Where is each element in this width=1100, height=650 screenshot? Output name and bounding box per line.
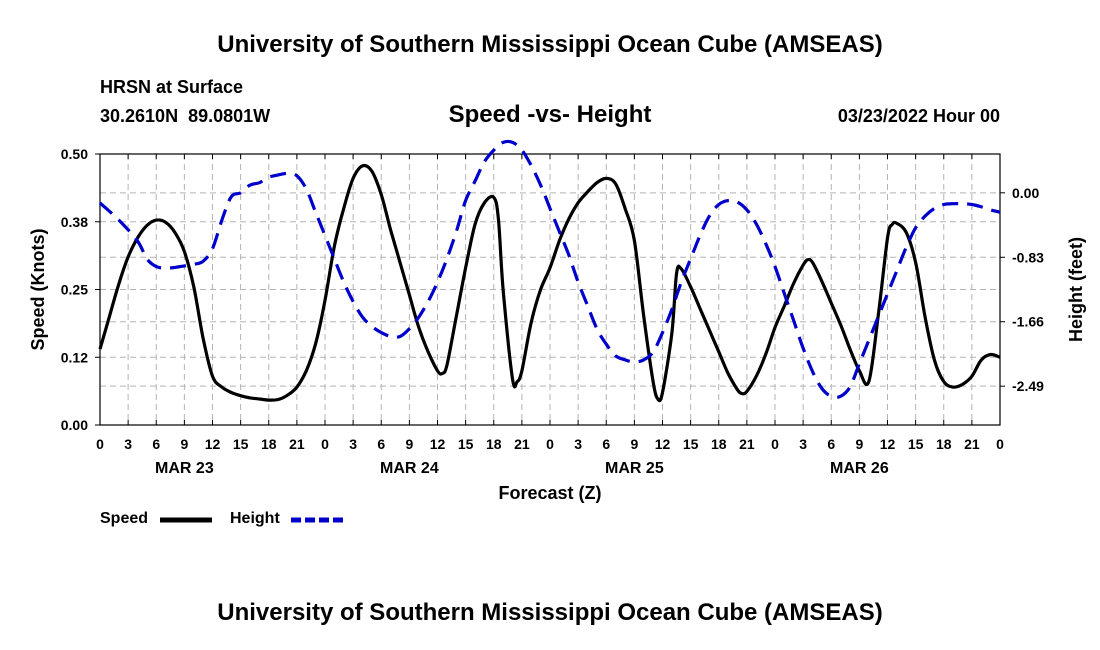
x-tick-label: 21 <box>964 436 980 452</box>
legend-speed-label: Speed <box>100 510 149 527</box>
x-tick-label: 6 <box>827 436 835 452</box>
series-line-height <box>98 139 1001 399</box>
x-tick-label: 12 <box>430 436 446 452</box>
x-tick-label: 9 <box>855 436 863 452</box>
y-right-tick-label: -2.49 <box>1012 378 1044 394</box>
x-tick-label: 21 <box>514 436 530 452</box>
x-tick-label: 21 <box>289 436 305 452</box>
y-left-axis-title: Speed (Knots) <box>28 228 48 350</box>
date-label: MAR 25 <box>605 460 664 477</box>
series-line-speed <box>98 163 1001 403</box>
x-tick-label: 12 <box>205 436 221 452</box>
x-tick-label: 15 <box>458 436 474 452</box>
x-tick-label: 3 <box>349 436 357 452</box>
x-tick-label: 0 <box>546 436 554 452</box>
x-tick-label: 18 <box>486 436 502 452</box>
x-tick-label: 18 <box>936 436 952 452</box>
y-left-tick-label: 0.50 <box>61 146 88 162</box>
x-tick-label: 12 <box>880 436 896 452</box>
x-tick-label: 0 <box>321 436 329 452</box>
x-tick-label: 9 <box>630 436 638 452</box>
y-right-tick-label: 0.00 <box>1012 185 1039 201</box>
legend-height-label: Height <box>230 510 280 527</box>
x-tick-label: 12 <box>655 436 671 452</box>
x-tick-label: 0 <box>996 436 1004 452</box>
series-layer <box>98 139 1001 403</box>
y-right-axis-title: Height (feet) <box>1066 237 1086 342</box>
x-axis-title: Forecast (Z) <box>498 483 601 503</box>
x-tick-label: 15 <box>683 436 699 452</box>
y-left-tick-label: 0.12 <box>61 349 88 365</box>
chart-title: Speed -vs- Height <box>448 101 652 128</box>
grid <box>100 154 1000 425</box>
x-tick-label: 9 <box>180 436 188 452</box>
x-tick-label: 6 <box>152 436 160 452</box>
date-label: MAR 23 <box>155 460 214 477</box>
axes <box>95 153 1005 426</box>
y-right-tick-label: -0.83 <box>1012 249 1044 265</box>
x-tick-label: 18 <box>711 436 727 452</box>
x-tick-label: 3 <box>124 436 132 452</box>
x-tick-label: 3 <box>799 436 807 452</box>
coordinates: 30.2610N 89.0801W <box>100 106 270 127</box>
x-tick-label: 6 <box>377 436 385 452</box>
station-label: HRSN at Surface <box>100 77 244 97</box>
x-tick-label: 15 <box>233 436 249 452</box>
x-tick-label: 0 <box>96 436 104 452</box>
y-left-tick-label: 0.25 <box>61 282 88 298</box>
x-tick-label: 9 <box>405 436 413 452</box>
y-left-tick-label: 0.00 <box>61 417 88 433</box>
axis-labels: 0 3 6 9 12 15 18 21 0 3 6 9 12 15 18 21 0 3 6 9 12 15 18 21 0 3 6 9… <box>28 146 1086 503</box>
longitude: 89.0801W <box>188 106 271 126</box>
x-tick-label: 15 <box>908 436 924 452</box>
date-label: MAR 26 <box>830 460 889 477</box>
forecast-date: 03/23/2022 Hour 00 <box>837 106 1000 126</box>
y-left-tick-label: 0.38 <box>61 214 88 230</box>
plot-frame <box>99 153 1001 426</box>
x-tick-label: 3 <box>574 436 582 452</box>
latitude: 30.2610N <box>100 106 179 126</box>
x-tick-label: 21 <box>739 436 755 452</box>
x-tick-label: 0 <box>771 436 779 452</box>
page-title: University of Southern Mississippi Ocean… <box>217 31 883 58</box>
date-label: MAR 24 <box>380 460 439 477</box>
x-tick-label: 18 <box>261 436 277 452</box>
footer-title: University of Southern Mississippi Ocean… <box>217 599 883 626</box>
y-right-tick-label: -1.66 <box>1012 314 1044 330</box>
x-tick-label: 6 <box>602 436 610 452</box>
